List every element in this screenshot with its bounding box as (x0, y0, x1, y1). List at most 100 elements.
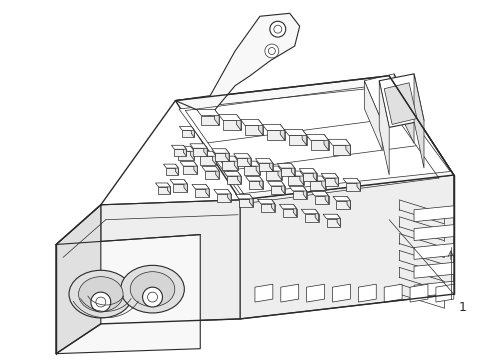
Ellipse shape (78, 276, 123, 311)
Polygon shape (267, 130, 285, 140)
Polygon shape (333, 196, 350, 201)
Polygon shape (215, 153, 229, 161)
Polygon shape (289, 135, 307, 145)
Polygon shape (384, 83, 417, 125)
Polygon shape (281, 284, 299, 302)
Polygon shape (289, 186, 307, 191)
Polygon shape (168, 183, 171, 194)
Polygon shape (200, 156, 216, 165)
Polygon shape (337, 201, 350, 209)
Polygon shape (249, 194, 253, 207)
Ellipse shape (69, 270, 133, 318)
Circle shape (269, 48, 275, 54)
Polygon shape (293, 191, 307, 199)
Polygon shape (277, 164, 294, 168)
Polygon shape (305, 214, 318, 222)
Polygon shape (193, 148, 207, 156)
Polygon shape (217, 194, 231, 202)
Polygon shape (245, 176, 263, 181)
Polygon shape (173, 184, 187, 192)
Polygon shape (219, 156, 238, 161)
Polygon shape (56, 235, 200, 354)
Polygon shape (414, 262, 454, 278)
Polygon shape (337, 214, 341, 227)
Polygon shape (414, 74, 424, 168)
Polygon shape (222, 161, 238, 170)
Polygon shape (325, 192, 328, 204)
Polygon shape (268, 181, 285, 186)
Polygon shape (234, 154, 251, 158)
Polygon shape (255, 159, 273, 163)
Polygon shape (201, 116, 219, 125)
Polygon shape (227, 176, 241, 184)
Polygon shape (164, 164, 178, 168)
Polygon shape (223, 121, 241, 130)
Ellipse shape (121, 265, 184, 313)
Polygon shape (101, 200, 240, 324)
Polygon shape (180, 162, 197, 166)
Polygon shape (300, 171, 304, 185)
Polygon shape (262, 166, 282, 171)
Polygon shape (262, 125, 285, 130)
Polygon shape (414, 243, 454, 260)
Polygon shape (247, 154, 251, 166)
Polygon shape (216, 167, 219, 179)
Polygon shape (333, 145, 350, 155)
Polygon shape (283, 209, 297, 217)
Polygon shape (192, 184, 209, 189)
Polygon shape (414, 225, 454, 240)
Polygon shape (328, 139, 350, 145)
Polygon shape (194, 162, 197, 174)
Polygon shape (310, 181, 325, 190)
Polygon shape (347, 196, 350, 209)
Circle shape (147, 292, 157, 302)
Polygon shape (266, 171, 282, 180)
Polygon shape (303, 173, 317, 181)
Polygon shape (239, 199, 253, 207)
Polygon shape (303, 186, 307, 199)
Polygon shape (324, 134, 328, 150)
Polygon shape (179, 86, 450, 194)
Polygon shape (299, 168, 317, 173)
Polygon shape (170, 180, 187, 184)
Polygon shape (228, 189, 231, 202)
Polygon shape (343, 179, 360, 183)
Polygon shape (292, 164, 294, 176)
Polygon shape (196, 109, 219, 116)
Polygon shape (237, 114, 241, 130)
Polygon shape (333, 284, 350, 302)
Polygon shape (158, 187, 171, 194)
Polygon shape (205, 171, 219, 179)
Circle shape (143, 287, 163, 307)
Polygon shape (315, 209, 318, 222)
Polygon shape (365, 81, 382, 150)
Polygon shape (56, 205, 101, 354)
Polygon shape (279, 204, 297, 209)
Polygon shape (191, 126, 195, 137)
Polygon shape (214, 189, 231, 194)
Polygon shape (311, 140, 328, 150)
Polygon shape (175, 13, 300, 116)
Polygon shape (301, 209, 319, 214)
Polygon shape (238, 172, 241, 184)
Polygon shape (259, 163, 273, 171)
Polygon shape (241, 120, 263, 125)
Polygon shape (315, 196, 328, 204)
Polygon shape (178, 151, 195, 160)
Polygon shape (324, 178, 339, 186)
Polygon shape (357, 179, 360, 191)
Polygon shape (184, 180, 187, 192)
Polygon shape (278, 166, 282, 180)
Circle shape (270, 21, 286, 37)
Polygon shape (294, 204, 297, 217)
Polygon shape (261, 204, 275, 212)
Polygon shape (196, 151, 216, 156)
Polygon shape (256, 161, 260, 175)
Polygon shape (280, 125, 285, 140)
Polygon shape (258, 120, 263, 135)
Polygon shape (346, 139, 350, 155)
Polygon shape (284, 171, 304, 176)
Polygon shape (237, 158, 251, 166)
Polygon shape (215, 109, 219, 125)
Circle shape (96, 297, 106, 307)
